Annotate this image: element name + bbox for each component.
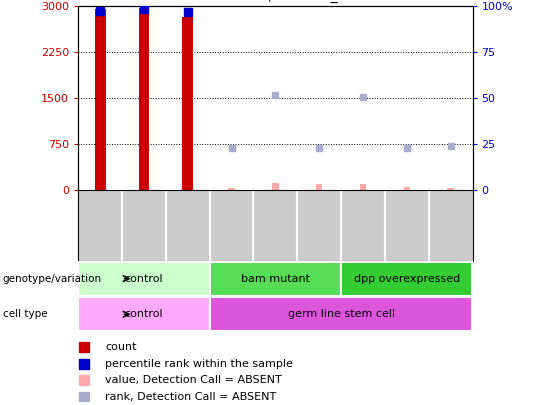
Text: genotype/variation: genotype/variation [3,274,102,284]
Bar [183,17,193,190]
Text: bam mutant: bam mutant [241,274,310,284]
Bar [272,183,279,190]
Bar [447,188,454,190]
Bar [78,297,210,331]
Text: control: control [125,309,163,319]
Text: control: control [125,274,163,284]
Bar [139,8,150,190]
Bar [228,188,235,190]
Text: germ line stem cell: germ line stem cell [287,309,395,319]
Text: dpp overexpressed: dpp overexpressed [354,274,460,284]
Text: cell type: cell type [3,309,48,319]
Text: rank, Detection Call = ABSENT: rank, Detection Call = ABSENT [105,392,276,402]
Bar [210,262,341,296]
Bar [94,9,106,190]
Bar [341,262,472,296]
Bar [78,262,210,296]
Bar [316,184,322,190]
Text: value, Detection Call = ABSENT: value, Detection Call = ABSENT [105,375,282,385]
Bar [403,188,410,190]
Text: count: count [105,342,137,352]
Text: percentile rank within the sample: percentile rank within the sample [105,359,293,369]
Title: GDS1905 / 150762_at: GDS1905 / 150762_at [199,0,352,3]
Bar [360,184,366,190]
Bar [210,297,472,331]
